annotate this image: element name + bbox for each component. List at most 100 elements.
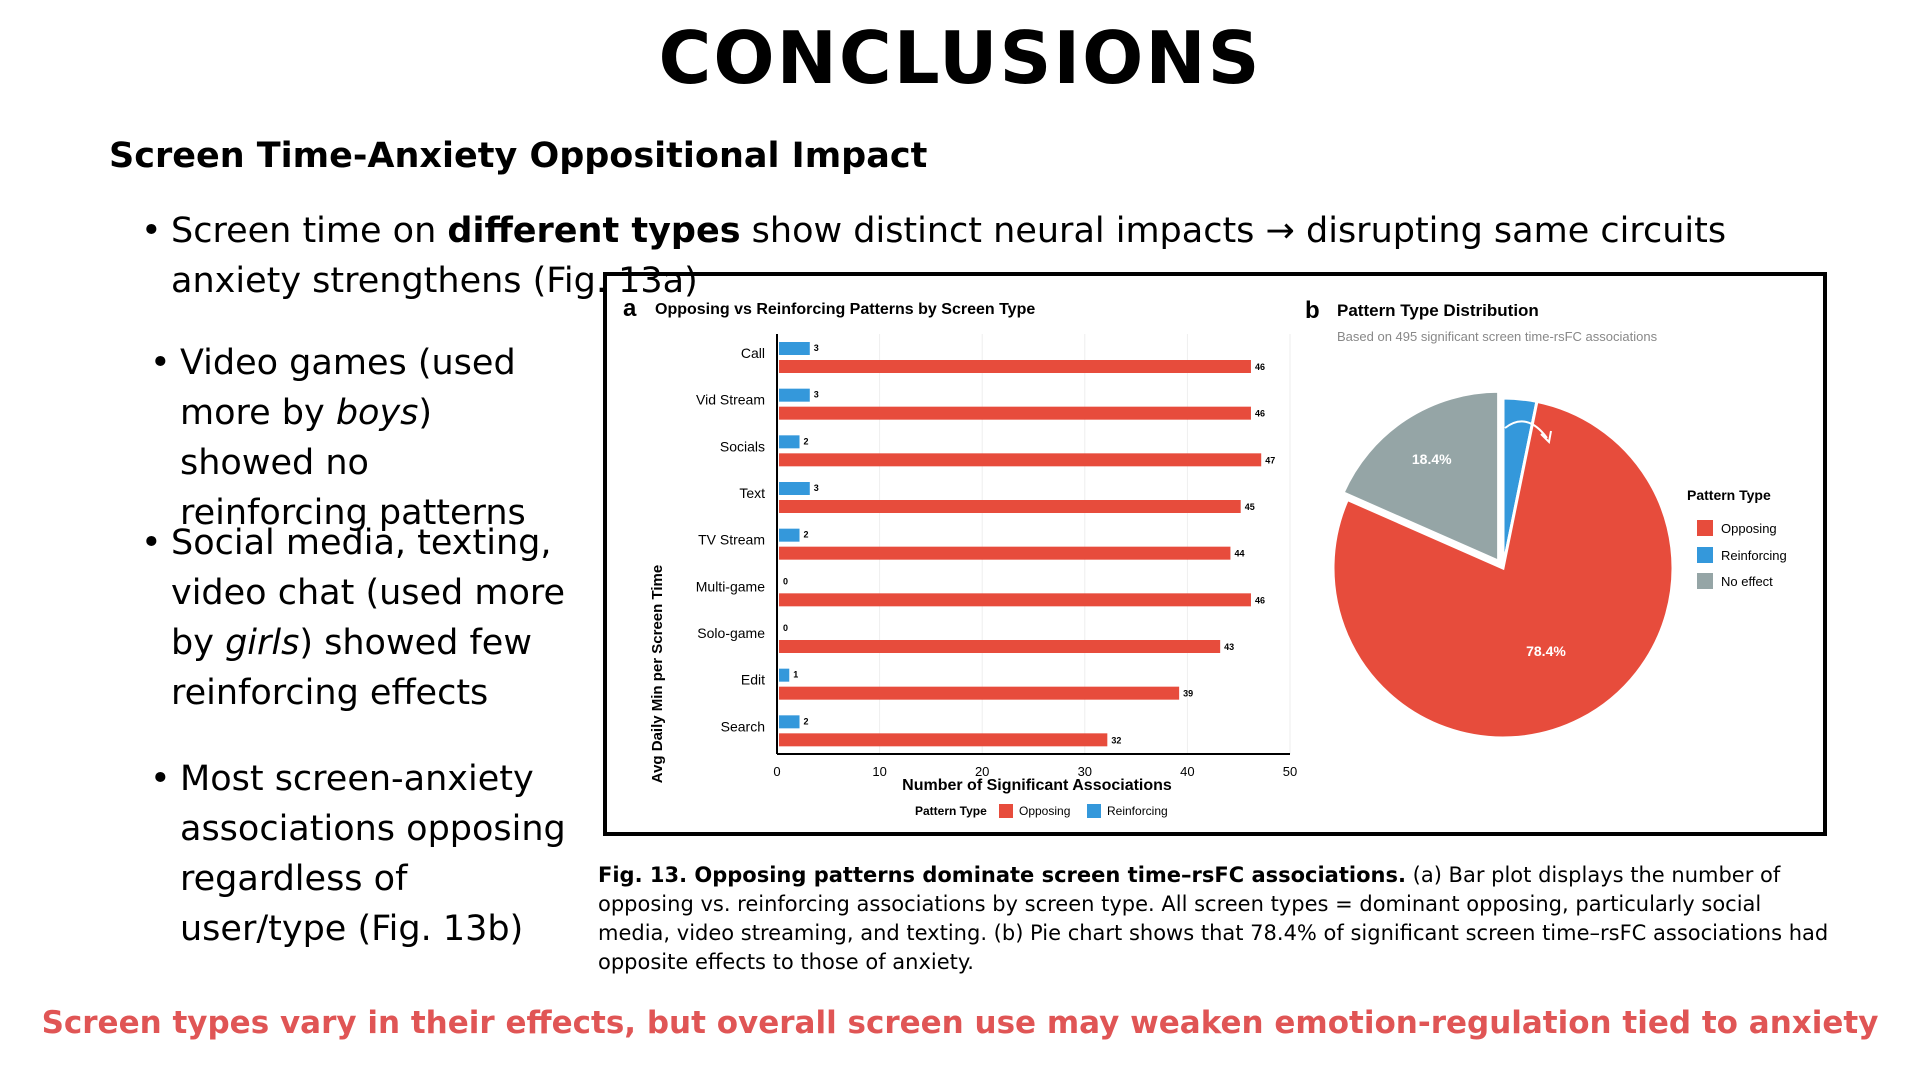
- bar-category-label: TV Stream: [698, 532, 765, 548]
- bar-legend-swatch-opposing: [999, 804, 1013, 818]
- bar-category-label: Vid Stream: [696, 392, 765, 408]
- pie-legend-swatch-opposing: [1697, 520, 1713, 536]
- bar-opposing-value: 47: [1265, 455, 1275, 465]
- bullet-italic: girls: [225, 623, 300, 663]
- pie-slice-no-effect: [1341, 389, 1501, 564]
- pie-legend-swatch-reinforcing: [1697, 547, 1713, 563]
- pie-legend-reinforcing: Reinforcing: [1721, 548, 1787, 563]
- bar-reinforcing-value: 2: [804, 436, 809, 446]
- pie-legend: Pattern Type Opposing Reinforcing No eff…: [1687, 487, 1787, 589]
- bar-reinforcing-value: 3: [814, 483, 819, 493]
- bar-opposing-value: 32: [1111, 735, 1121, 745]
- bullet-bold: different types: [447, 211, 741, 251]
- bullet-dot: •: [150, 759, 171, 799]
- conclusion-statement: Screen types vary in their effects, but …: [41, 1005, 1879, 1041]
- bar-reinforcing: [779, 342, 810, 355]
- bullet-different-types: • Screen time on different types show di…: [141, 206, 1731, 306]
- bar-reinforcing-value: 1: [793, 670, 798, 680]
- pie-arrow-icon: [1504, 420, 1548, 439]
- bar-reinforcing: [779, 715, 800, 729]
- bar-legend-title: Pattern Type: [915, 804, 987, 818]
- bar-opposing: [779, 360, 1251, 373]
- bar-x-tick-label: 40: [1180, 764, 1194, 779]
- caption-text: (a) Bar plot displays the number of oppo…: [598, 863, 1829, 974]
- bar-reinforcing: [779, 668, 790, 682]
- bar-category-label: Multi-game: [696, 578, 765, 594]
- pie-chart-subtitle: Based on 495 significant screen time-rsF…: [1337, 329, 1658, 344]
- figure-svg: a Opposing vs Reinforcing Patterns by Sc…: [623, 295, 1787, 818]
- section-subtitle: Screen Time-Anxiety Oppositional Impact: [109, 136, 928, 176]
- bar-x-tick-label: 20: [975, 764, 989, 779]
- bar-opposing: [779, 406, 1251, 420]
- bullet-dot: •: [141, 523, 162, 563]
- bar-legend-reinforcing: Reinforcing: [1107, 804, 1168, 818]
- bar-opposing: [779, 453, 1262, 467]
- bar-reinforcing-value: 0: [783, 623, 788, 633]
- bar-opposing-value: 39: [1183, 689, 1193, 699]
- bar-opposing-value: 46: [1255, 409, 1265, 419]
- bar-opposing: [779, 500, 1241, 513]
- bar-legend: Pattern Type Opposing Reinforcing: [915, 804, 1168, 818]
- bar-opposing: [779, 733, 1108, 747]
- bar-reinforcing: [779, 435, 800, 449]
- bar-reinforcing: [779, 528, 800, 542]
- bullet-dot: •: [141, 211, 162, 251]
- bullet-italic: boys: [335, 393, 419, 433]
- bar-category-label: Solo-game: [697, 625, 765, 641]
- pie-legend-no-effect: No effect: [1721, 574, 1773, 589]
- bar-category-label: Text: [739, 485, 765, 501]
- bar-category-label: Call: [741, 345, 765, 361]
- page-title: CONCLUSIONS: [658, 16, 1262, 100]
- bullet-most-opposing: • Most screen-anxiety associations oppos…: [150, 754, 580, 954]
- bullet-text: ) showed no reinforcing patterns: [180, 393, 526, 533]
- bar-opposing-value: 46: [1255, 595, 1265, 605]
- bar-reinforcing-value: 3: [814, 343, 819, 353]
- pie-legend-opposing: Opposing: [1721, 521, 1777, 536]
- pie-legend-swatch-no-effect: [1697, 573, 1713, 589]
- bullet-text: ) showed few reinforcing effects: [171, 623, 532, 713]
- pie-value-label: 78.4%: [1526, 643, 1566, 659]
- bar-x-tick-label: 50: [1283, 764, 1297, 779]
- bar-category-label: Socials: [720, 438, 765, 454]
- bar-opposing: [779, 686, 1180, 700]
- bar-legend-opposing: Opposing: [1019, 804, 1070, 818]
- bar-x-tick-label: 10: [872, 764, 886, 779]
- figure-caption: Fig. 13. Opposing patterns dominate scre…: [598, 861, 1838, 977]
- pie-slice-opposing: [1331, 399, 1675, 740]
- pie-plot-area: 3.2%78.4%18.4%: [1331, 389, 1675, 740]
- bar-y-axis-label: Avg Daily Min per Screen Time: [649, 565, 666, 783]
- bullet-social-media: • Social media, texting, video chat (use…: [141, 518, 591, 718]
- bar-x-axis-label: Number of Significant Associations: [902, 777, 1172, 794]
- bar-opposing: [779, 546, 1231, 560]
- pie-legend-title: Pattern Type: [1687, 487, 1771, 503]
- pie-arrowhead-icon: [1540, 430, 1552, 445]
- bar-reinforcing: [779, 482, 810, 495]
- bar-category-label: Search: [721, 718, 765, 734]
- figure-13: a Opposing vs Reinforcing Patterns by Sc…: [603, 272, 1827, 836]
- bar-category-label: Edit: [741, 672, 765, 688]
- bar-reinforcing-value: 3: [814, 390, 819, 400]
- bar-x-tick-label: 0: [773, 764, 780, 779]
- bar-reinforcing-value: 2: [804, 716, 809, 726]
- bar-opposing-value: 46: [1255, 362, 1265, 372]
- panel-b-label: b: [1305, 297, 1320, 324]
- bar-reinforcing-value: 2: [804, 530, 809, 540]
- bullet-text: Screen time on: [171, 211, 448, 251]
- bar-reinforcing-value: 0: [783, 576, 788, 586]
- bar-opposing: [779, 593, 1251, 607]
- bar-chart-title: Opposing vs Reinforcing Patterns by Scre…: [655, 301, 1035, 318]
- panel-a-label: a: [623, 295, 637, 322]
- bullet-text: Most screen-anxiety associations opposin…: [180, 759, 566, 949]
- bullet-video-games: • Video games (used more by boys) showed…: [150, 338, 560, 538]
- bar-legend-swatch-reinforcing: [1087, 804, 1101, 818]
- bar-opposing-value: 45: [1245, 502, 1255, 512]
- bullet-text: Social media, texting, video chat (used …: [171, 523, 566, 663]
- bar-opposing-value: 44: [1234, 549, 1244, 559]
- bar-opposing: [779, 640, 1221, 653]
- bullet-dot: •: [150, 343, 171, 383]
- pie-value-label: 18.4%: [1412, 451, 1452, 467]
- bar-x-tick-label: 30: [1078, 764, 1092, 779]
- bar-opposing-value: 43: [1224, 642, 1234, 652]
- bullet-text: Video games (used more by: [180, 343, 516, 433]
